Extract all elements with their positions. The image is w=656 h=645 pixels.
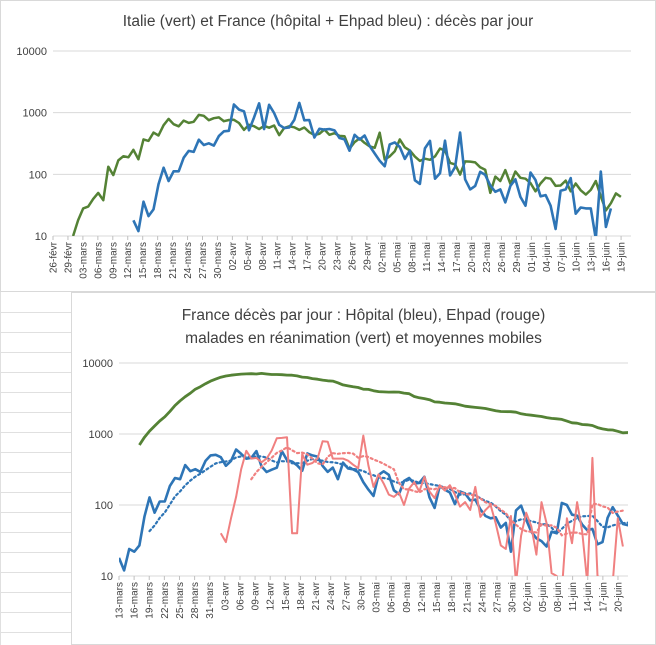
x-tick-label: 03-mai	[372, 582, 383, 613]
x-tick-label: 02-mai	[377, 242, 388, 273]
y-tick-label: 10000	[16, 46, 47, 58]
x-tick-label: 08-mai	[407, 242, 418, 273]
series-group	[71, 101, 622, 236]
y-tick-label: 1000	[23, 108, 47, 120]
x-tick-label: 22-mars	[160, 582, 171, 619]
x-tick-label: 28-mars	[190, 582, 201, 619]
x-tick-label: 27-mars	[198, 242, 209, 279]
x-tick-label: 14-juin	[583, 582, 594, 612]
series-line-0	[138, 372, 628, 446]
x-tick-label: 26-févr	[49, 241, 60, 273]
x-tick-label: 10-juin	[572, 242, 583, 272]
x-tick-label: 27-avr	[341, 581, 352, 610]
x-tick-label: 02-avr	[228, 241, 239, 270]
x-tick-label: 03-mars	[78, 242, 89, 279]
x-tick-label: 13-mars	[115, 582, 126, 619]
series-group	[119, 372, 628, 576]
x-tick-label: 17-mai	[452, 242, 463, 273]
x-tick-label: 12-mai	[417, 582, 428, 613]
moving-average-2	[250, 446, 625, 537]
x-tick-label: 14-avr	[288, 241, 299, 270]
x-tick-label: 30-avr	[356, 581, 367, 610]
x-tick-label: 15-mai	[432, 582, 443, 613]
x-tick-label: 29-avr	[362, 241, 373, 270]
chart-plot: 10 100 1000 10000 13-mars 16-mars 19-mars 22-ma…	[82, 358, 628, 619]
x-tick-label: 21-mai	[462, 582, 473, 613]
x-tick-label: 20-avr	[318, 241, 329, 270]
chart-italie-france: Italie (vert) et France (hôpital + Ehpad…	[0, 0, 656, 292]
series-line-1	[119, 448, 628, 572]
x-tick-label: 07-juin	[557, 242, 568, 272]
x-tick-label: 24-mai	[477, 582, 488, 613]
x-tick-label: 05-mai	[392, 242, 403, 273]
x-tick-label: 01-juin	[527, 242, 538, 272]
x-tick-label: 20-mai	[467, 242, 478, 273]
chart-title-line-1: France décès par jour : Hôpital (bleu), …	[181, 307, 546, 324]
x-tick-label: 31-mars	[205, 582, 216, 619]
x-tick-label: 18-mars	[153, 242, 164, 279]
x-tick-label: 14-mai	[437, 242, 448, 273]
x-tick-label: 25-mars	[175, 582, 186, 619]
x-tick-label: 19-juin	[617, 242, 628, 272]
x-tick-label: 20-juin	[613, 582, 624, 612]
x-tick-label: 15-avr	[281, 581, 292, 610]
chart-title: Italie (vert) et France (hôpital + Ehpad…	[122, 13, 534, 30]
y-tick-label: 1000	[89, 429, 113, 441]
chart-plot: 10 100 1000 10000 26-févr 29-févr 03-mars 06-ma…	[16, 46, 631, 279]
x-tick-label: 23-mai	[482, 242, 493, 273]
x-tick-label: 17-avr	[303, 241, 314, 270]
x-tick-label: 11-avr	[273, 241, 284, 269]
x-tick-label: 26-avr	[347, 241, 358, 270]
y-tick-label: 10	[35, 231, 47, 243]
series-line-0	[71, 113, 622, 236]
x-tick-label: 21-mars	[168, 242, 179, 279]
chart-title-line-2: malades en réanimation (vert) et moyenne…	[185, 330, 542, 347]
x-tick-label: 05-juin	[538, 582, 549, 612]
x-tick-label: 24-avr	[326, 581, 337, 610]
x-tick-label: 16-mars	[130, 582, 141, 619]
x-tick-label: 02-juin	[523, 582, 534, 612]
x-tick-label: 11-juin	[568, 582, 579, 611]
x-tick-label: 18-mai	[447, 582, 458, 613]
x-tick-label: 15-mars	[138, 242, 149, 279]
x-tick-label: 30-mars	[213, 242, 224, 279]
x-tick-label: 26-mai	[497, 242, 508, 273]
x-tick-label: 11-mai	[422, 242, 433, 272]
x-tick-label: 24-mars	[183, 242, 194, 279]
x-tick-label: 13-juin	[587, 242, 598, 272]
x-tick-label: 08-juin	[553, 582, 564, 612]
series-line-2	[219, 434, 624, 576]
x-tick-label: 16-juin	[602, 242, 613, 272]
x-tick-label: 18-avr	[296, 581, 307, 610]
y-tick-label: 10000	[82, 358, 113, 370]
x-tick-label: 08-avr	[258, 241, 269, 270]
x-tick-label: 19-mars	[145, 582, 156, 619]
series-line-1	[132, 101, 613, 236]
x-tick-label: 06-avr	[235, 581, 246, 610]
y-tick-label: 100	[95, 500, 113, 512]
x-tick-label: 06-mars	[93, 242, 104, 279]
x-tick-label: 03-avr	[220, 581, 231, 610]
y-tick-label: 10	[101, 571, 113, 583]
x-tick-label: 29-févr	[63, 241, 74, 273]
x-tick-label: 23-avr	[333, 241, 344, 270]
x-tick-label: 04-juin	[542, 242, 553, 272]
x-tick-label: 06-mai	[387, 582, 398, 613]
y-tick-label: 100	[29, 169, 47, 181]
x-tick-label: 09-mai	[402, 582, 413, 613]
x-tick-label: 09-mars	[108, 242, 119, 279]
x-tick-label: 12-mars	[123, 242, 134, 279]
x-tick-label: 30-mai	[508, 582, 519, 613]
x-tick-label: 09-avr	[251, 581, 262, 610]
x-tick-label: 29-mai	[512, 242, 523, 273]
x-tick-label: 27-mai	[493, 582, 504, 613]
chart-france-detail: France décès par jour : Hôpital (bleu), …	[71, 292, 656, 645]
x-tick-label: 21-avr	[311, 581, 322, 610]
x-tick-label: 17-juin	[598, 582, 609, 612]
x-tick-label: 05-avr	[243, 241, 254, 270]
x-tick-label: 12-avr	[266, 581, 277, 610]
